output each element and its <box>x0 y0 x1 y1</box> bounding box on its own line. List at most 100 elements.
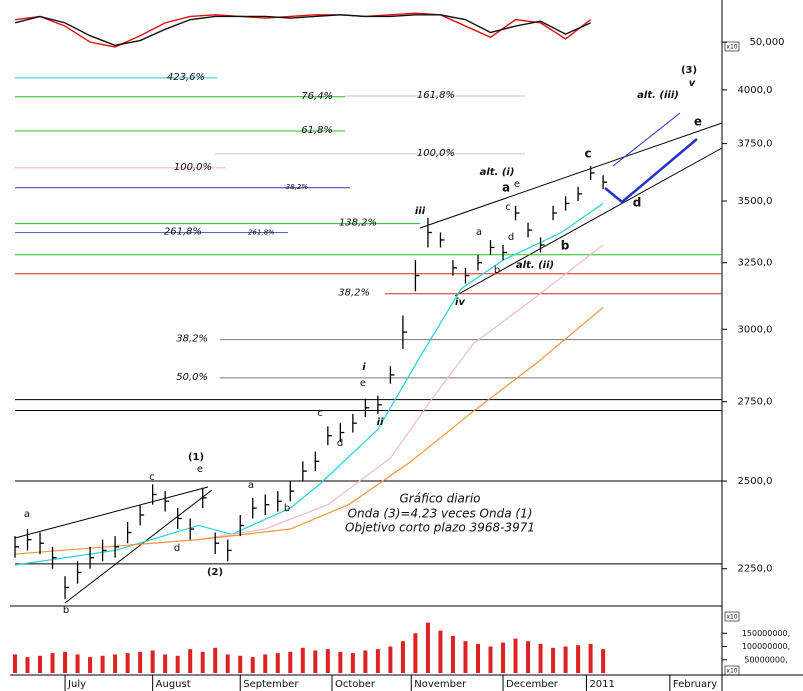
annotation: (2) <box>207 567 223 578</box>
fib-label: 38,2% <box>338 288 370 299</box>
annotation: d <box>508 232 514 243</box>
annotation: Objetivo corto plazo 3968-3971 <box>345 521 535 535</box>
volume-bar <box>213 647 218 673</box>
annotation: b <box>561 239 570 253</box>
fib-label: 138,2% <box>339 218 377 229</box>
fib-label: 50,0% <box>176 372 208 383</box>
annotation: a <box>502 181 510 195</box>
volume-bar <box>25 657 30 673</box>
annotation: c <box>584 147 591 161</box>
volume-bar <box>300 647 305 673</box>
projection-line <box>612 112 681 167</box>
annotation: d <box>633 196 642 210</box>
volume-bar <box>563 646 568 673</box>
trendline <box>64 489 213 604</box>
x-tick-label: July <box>67 679 86 690</box>
y-tick-label: 2250,0 <box>738 564 773 575</box>
volume-bar <box>463 641 468 673</box>
volume-bar <box>388 646 393 673</box>
volume-bar <box>551 647 556 673</box>
volume-bar <box>350 653 355 673</box>
fib-label: 38,2% <box>176 334 208 345</box>
volume-bar <box>125 653 130 673</box>
fib-label: 423,6% <box>167 72 205 83</box>
volume-tick-label: 50000000, <box>744 655 787 664</box>
volume-bar <box>250 657 255 673</box>
annotation: b <box>63 605 69 616</box>
volume-bar <box>513 638 518 673</box>
volume-tick-label: 150000000, <box>742 629 790 638</box>
volume-bar <box>576 645 581 673</box>
fib-label: 76,4% <box>301 91 333 102</box>
volume-bar <box>138 651 143 673</box>
multiplier: x10 <box>726 44 737 51</box>
y-tick-label: 4000,0 <box>738 85 773 96</box>
annotation: alt. (ii) <box>516 260 554 271</box>
volume-tick-label: 100000000, <box>742 642 790 651</box>
x-tick-label: August <box>156 679 191 690</box>
fib-label: 38,2% <box>286 183 309 191</box>
moving-average <box>14 306 604 555</box>
annotation: a <box>476 227 482 238</box>
volume-bar <box>425 622 430 673</box>
volume-bar <box>225 654 230 673</box>
osc-tick-label: 50,000 <box>750 37 785 48</box>
annotation: (1) <box>188 452 204 463</box>
volume-bar <box>263 654 268 673</box>
volume-bar <box>313 650 318 673</box>
y-tick-label: 2500,0 <box>738 476 773 487</box>
fib-label: 261,8% <box>248 229 275 237</box>
y-tick-label: 3750,0 <box>738 139 773 150</box>
multiplier-box <box>724 665 740 676</box>
annotation: e <box>360 378 366 389</box>
annotation: ii <box>377 417 384 428</box>
annotation: d <box>337 438 343 449</box>
trendline <box>14 486 209 539</box>
volume-bar <box>450 635 455 673</box>
annotation: alt. (iii) <box>637 90 679 101</box>
volume-bar <box>363 650 368 673</box>
volume-bar <box>288 651 293 673</box>
y-tick-label: 3500,0 <box>738 196 773 207</box>
volume-bar <box>63 651 68 673</box>
volume-bar <box>100 655 105 673</box>
volume-bar <box>13 654 17 673</box>
oscillator-line <box>14 12 592 48</box>
x-tick-label: November <box>414 679 467 690</box>
annotation: b <box>284 503 290 514</box>
annotation: b <box>494 265 500 276</box>
volume-bar <box>163 654 168 673</box>
x-tick-label: 2011 <box>589 679 614 690</box>
x-tick-label: October <box>335 679 376 690</box>
fib-label: 61,8% <box>301 125 333 136</box>
multiplier-box <box>724 41 740 52</box>
oscillator-line <box>14 14 591 47</box>
volume-bar <box>488 646 493 673</box>
annotation: c <box>149 472 155 483</box>
annotation: e <box>694 115 702 129</box>
volume-bar <box>50 653 55 673</box>
volume-bar <box>188 649 193 673</box>
fib-label: 100,0% <box>417 148 455 159</box>
annotation: e <box>514 179 520 190</box>
annotation: iii <box>415 206 426 217</box>
annotation: e <box>197 464 203 475</box>
volume-bar <box>338 651 343 673</box>
volume-bar <box>113 654 118 673</box>
volume-bar <box>475 643 480 673</box>
multiplier: x10 <box>726 668 737 675</box>
multiplier: x10 <box>726 614 737 621</box>
volume-bar <box>501 642 506 673</box>
x-tick-label: December <box>506 679 559 690</box>
annotation: a <box>248 480 254 491</box>
volume-bar <box>601 649 606 673</box>
projection-path <box>604 138 698 204</box>
volume-bar <box>238 655 243 673</box>
annotation: v <box>689 78 696 89</box>
volume-bar <box>438 630 443 673</box>
annotation: i <box>362 362 366 373</box>
volume-bar <box>275 653 280 673</box>
volume-bar <box>88 657 93 673</box>
volume-bar <box>175 655 180 673</box>
